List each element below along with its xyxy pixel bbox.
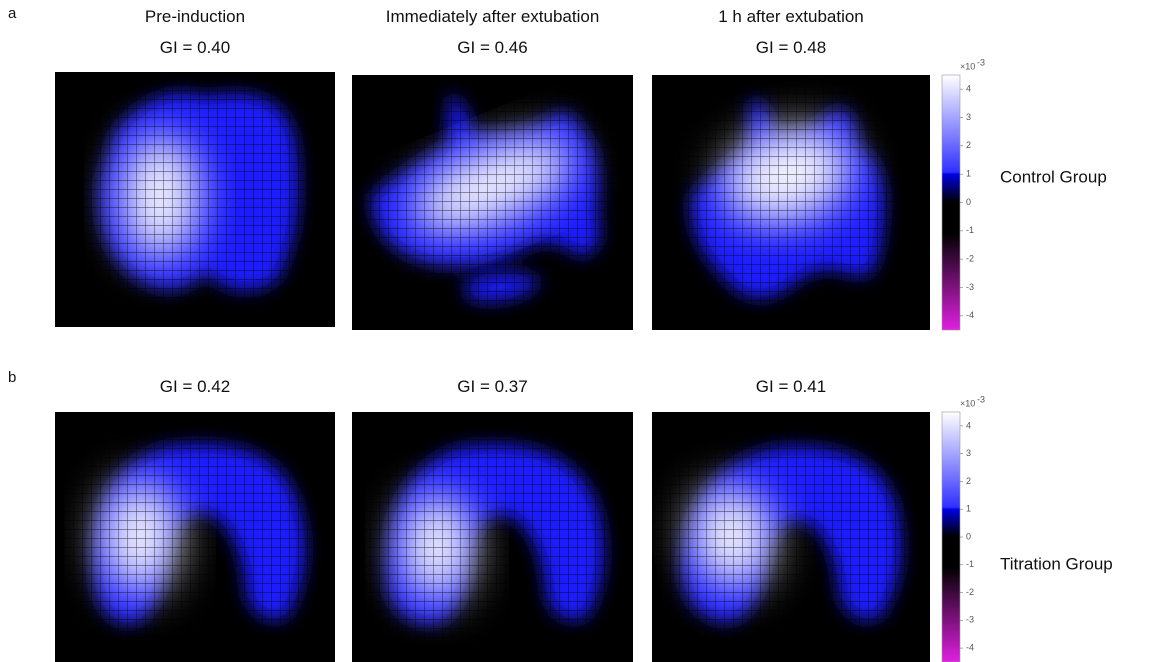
image-title: Immediately after extubation	[386, 7, 600, 26]
eit-image	[55, 412, 335, 662]
colorbar-tick-label: 1	[966, 169, 971, 179]
group-label: Titration Group	[1000, 554, 1113, 573]
pixel-grid	[652, 75, 930, 330]
gi-value: GI = 0.41	[756, 377, 826, 396]
colorbar-tick-label: 4	[966, 84, 971, 94]
colorbar-tick-label: -1	[966, 559, 974, 569]
image-content	[652, 412, 930, 662]
colorbar-multiplier: ×10	[960, 398, 975, 408]
pixel-grid	[352, 75, 633, 330]
colorbar-tick-label: -4	[966, 642, 974, 652]
colorbar-multiplier: ×10	[960, 61, 975, 71]
pixel-grid	[55, 72, 335, 327]
eit-image	[352, 75, 633, 330]
colorbar-tick-label: 4	[966, 420, 971, 430]
eit-image	[352, 412, 633, 662]
colorbar-tick-label: 2	[966, 476, 971, 486]
gi-value: GI = 0.37	[457, 377, 527, 396]
pixel-grid	[55, 412, 335, 662]
image-content	[652, 75, 930, 330]
colorbar	[941, 74, 961, 331]
colorbar-exponent: -3	[977, 57, 985, 67]
eit-image	[652, 412, 930, 662]
colorbar-tick-label: -2	[966, 587, 974, 597]
group-label: Control Group	[1000, 167, 1107, 186]
panel-label: b	[8, 369, 16, 386]
colorbar-tick-label: 0	[966, 197, 971, 207]
colorbar-tick-label: -3	[966, 282, 974, 292]
gi-value: GI = 0.40	[160, 38, 230, 57]
panel-label: a	[8, 5, 17, 22]
eit-image	[652, 75, 930, 330]
pixel-grid	[352, 412, 633, 662]
colorbar-tick-label: -1	[966, 225, 974, 235]
colorbar-tick-label: 1	[966, 504, 971, 514]
image-title: 1 h after extubation	[718, 7, 864, 26]
gi-value: GI = 0.46	[457, 38, 527, 57]
image-content	[352, 412, 633, 662]
colorbar-tick-label: -2	[966, 254, 974, 264]
colorbar-tick-label: -4	[966, 310, 974, 320]
colorbar-tick-label: 3	[966, 448, 971, 458]
colorbar-exponent: -3	[977, 394, 985, 404]
image-title: Pre-induction	[145, 7, 245, 26]
gi-value: GI = 0.48	[756, 38, 826, 57]
image-content	[352, 75, 633, 330]
eit-image	[55, 72, 335, 327]
pixel-grid	[652, 412, 930, 662]
colorbar	[941, 411, 961, 662]
image-content	[55, 72, 335, 327]
colorbar-tick-label: -3	[966, 615, 974, 625]
gi-value: GI = 0.42	[160, 377, 230, 396]
image-content	[55, 412, 335, 662]
colorbar-tick-label: 0	[966, 531, 971, 541]
colorbar-tick-label: 3	[966, 112, 971, 122]
colorbar-tick-label: 2	[966, 140, 971, 150]
